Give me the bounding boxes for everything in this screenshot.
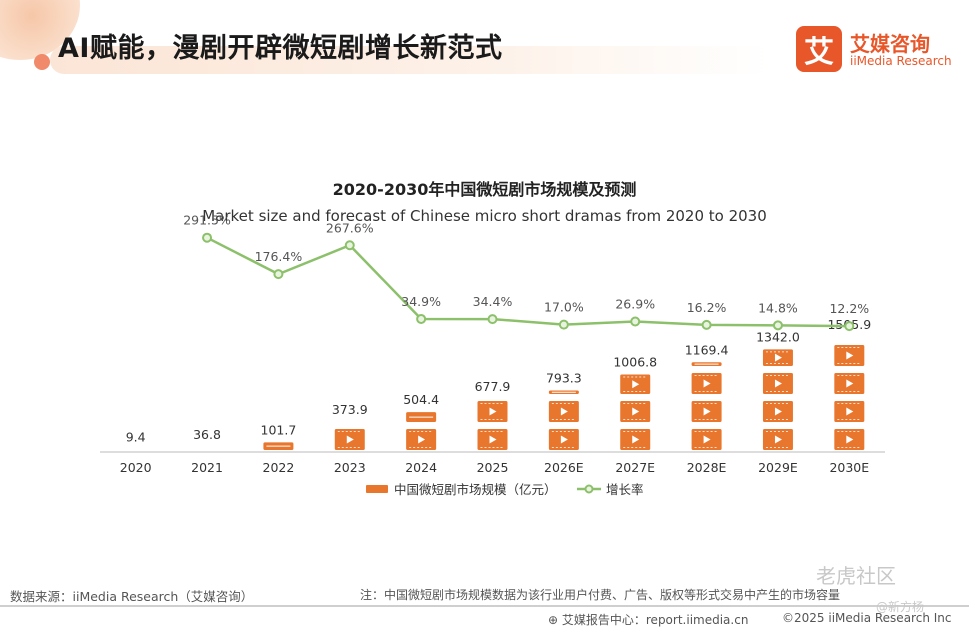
globe-icon: ⊕: [548, 613, 559, 627]
bar: [834, 345, 865, 450]
growth-rate-label: 16.2%: [687, 300, 727, 315]
bar-value-label: 9.4: [126, 429, 146, 444]
title-banner: [50, 46, 770, 74]
bar: [263, 442, 294, 450]
growth-rate-label: 176.4%: [255, 249, 303, 264]
growth-rate-point: [416, 313, 427, 324]
logo-mark-icon: 艾: [796, 26, 842, 72]
growth-rate-label: 14.8%: [758, 300, 798, 315]
x-tick-label: 2023: [334, 460, 366, 475]
watermark-user: @新方杨: [876, 600, 925, 614]
growth-rate-point: [701, 319, 712, 330]
bar: [334, 429, 365, 450]
bar-value-label: 504.4: [403, 392, 439, 407]
bar: [691, 362, 722, 450]
growth-rate-line: [206, 236, 850, 328]
data-source: 数据来源：iiMedia Research（艾媒咨询）: [10, 589, 254, 604]
x-tick-label: 2021: [191, 460, 223, 475]
copyright: ©2025 iiMedia Research Inc: [782, 611, 952, 625]
growth-rate-point: [344, 240, 355, 251]
bar-value-label: 793.3: [546, 371, 582, 386]
footer-divider: [0, 605, 969, 607]
report-center: ⊕ 艾媒报告中心：report.iimedia.cn: [548, 611, 748, 628]
logo-name-en: iiMedia Research: [850, 54, 952, 68]
bar-value-label: 36.8: [193, 427, 221, 442]
growth-rate-label: 267.6%: [326, 220, 374, 235]
bar: [620, 374, 651, 450]
report-center-text: 艾媒报告中心：report.iimedia.cn: [561, 613, 749, 627]
page-title: AI赋能，漫剧开辟微短剧增长新范式: [58, 33, 503, 64]
growth-rate-point: [630, 316, 641, 327]
growth-rate-label: 34.4%: [473, 294, 513, 309]
bar: [762, 349, 793, 450]
x-tick-label: 2024: [405, 460, 437, 475]
logo-name-cn: 艾媒咨询: [850, 32, 930, 56]
x-tick-label: 2026E: [544, 460, 584, 475]
bar-value-label: 373.9: [332, 402, 368, 417]
legend-bar-swatch: [366, 485, 388, 493]
growth-rate-label: 34.9%: [401, 294, 441, 309]
legend: 中国微短剧市场规模（亿元） 增长率: [366, 482, 644, 497]
corner-dot: [34, 54, 50, 70]
bar-value-label: 1169.4: [685, 342, 729, 357]
growth-rate-point: [558, 319, 569, 330]
growth-rate-point: [273, 269, 284, 280]
growth-rate-point: [772, 320, 783, 331]
growth-rate-label: 12.2%: [829, 301, 869, 316]
growth-rate-point: [487, 314, 498, 325]
bar: [548, 390, 579, 450]
chart-title: 2020-2030年中国微短剧市场规模及预测: [332, 180, 637, 199]
data-note: 注：中国微短剧市场规模数据为该行业用户付费、广告、版权等形式交易中产生的市场容量: [360, 588, 841, 602]
growth-rate-point: [844, 321, 855, 332]
x-tick-label: 2030E: [829, 460, 869, 475]
bar-value-label: 1006.8: [613, 354, 657, 369]
growth-rate-point: [202, 232, 213, 243]
bar-value-label: 677.9: [475, 379, 511, 394]
legend-line-label: 增长率: [606, 482, 644, 497]
watermark: 老虎社区: [816, 564, 896, 588]
bar-value-label: 1342.0: [756, 329, 800, 344]
x-tick-label: 2022: [263, 460, 295, 475]
growth-rate-label: 291.5%: [183, 213, 231, 228]
legend-bar-label: 中国微短剧市场规模（亿元）: [394, 482, 557, 497]
bar: [477, 401, 508, 450]
x-tick-label: 2020: [120, 460, 152, 475]
growth-rate-label: 26.9%: [615, 296, 655, 311]
bar: [406, 412, 437, 450]
x-tick-label: 2029E: [758, 460, 798, 475]
growth-rate-label: 17.0%: [544, 300, 584, 315]
x-tick-label: 2028E: [687, 460, 727, 475]
iimedia-logo: 艾 艾媒咨询 iiMedia Research: [796, 26, 956, 72]
chart-subtitle: Market size and forecast of Chinese micr…: [202, 207, 767, 225]
x-tick-label: 2025: [477, 460, 509, 475]
bar-value-label: 101.7: [261, 422, 297, 437]
x-tick-label: 2027E: [615, 460, 655, 475]
